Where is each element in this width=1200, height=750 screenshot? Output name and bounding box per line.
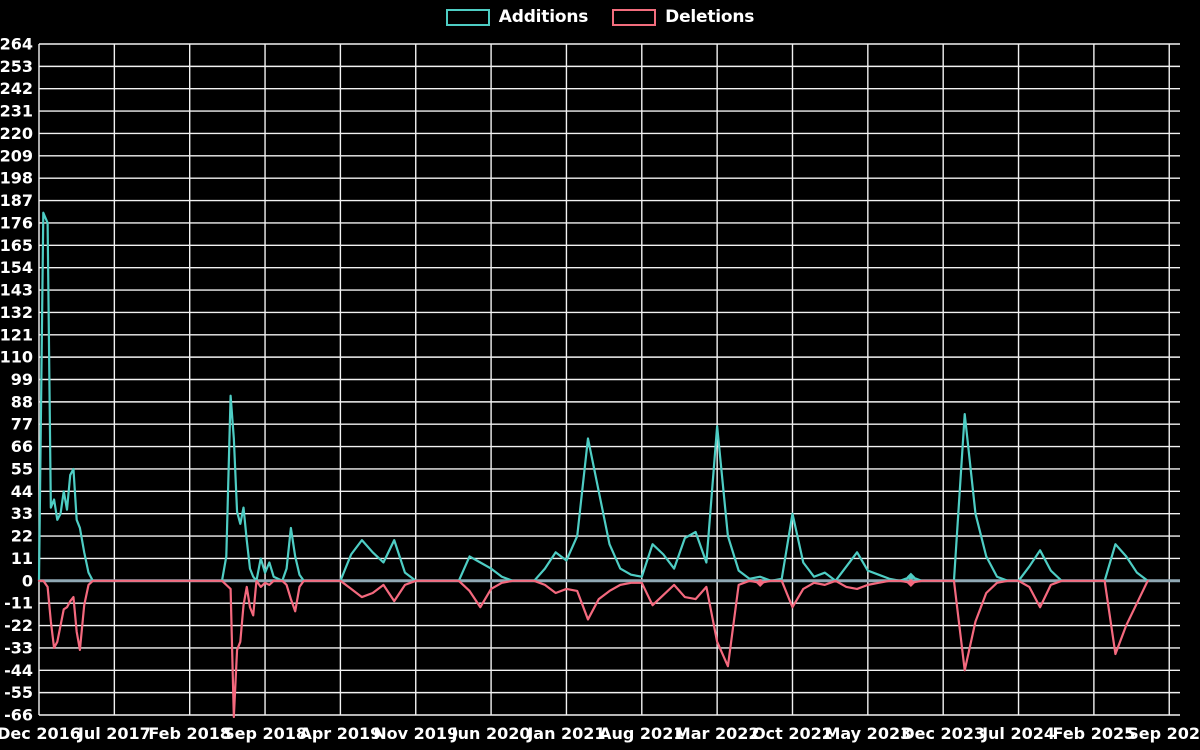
y-axis-tick-label: 55 [11, 459, 33, 478]
y-axis-tick-label: 165 [0, 236, 33, 255]
y-axis-tick-label: 220 [0, 124, 33, 143]
y-axis-tick-label: 132 [0, 303, 33, 322]
x-axis-tick-label: Apr 2019 [299, 724, 381, 743]
data-point-marker [756, 578, 765, 587]
y-axis-tick-label: 110 [0, 348, 33, 367]
y-axis-tick-label: 143 [0, 281, 33, 300]
x-axis-tick-label: Aug 2021 [599, 724, 684, 743]
y-axis-tick-label: 66 [11, 437, 33, 456]
y-axis-tick-label: 176 [0, 213, 33, 232]
y-axis-tick-label: 99 [11, 370, 33, 389]
y-axis-tick-label: 209 [0, 146, 33, 165]
x-axis-tick-label: Mar 2022 [675, 724, 760, 743]
x-axis-tick-label: Nov 2019 [373, 724, 458, 743]
x-axis-tick-label: Dec 2016 [0, 724, 81, 743]
x-axis-tick-label: Sep 2018 [223, 724, 307, 743]
y-axis-tick-label: 187 [0, 191, 33, 210]
y-axis-tick-label: 0 [22, 571, 33, 590]
x-axis-tick-label: Jul 2024 [981, 724, 1055, 743]
y-axis-tick-label: 22 [11, 527, 33, 546]
data-point-marker [906, 578, 916, 587]
y-axis-tick-label: 33 [11, 504, 33, 523]
y-axis-tick-label: 198 [0, 169, 33, 188]
series-line-deletions [37, 579, 1149, 719]
x-axis-tick-label: Jul 2017 [77, 724, 151, 743]
x-axis-tick-label: Jan 2021 [526, 724, 605, 743]
data-series-group [37, 211, 1149, 719]
y-axis-tick-label: 77 [11, 415, 33, 434]
x-axis-tick-label: Oct 2022 [752, 724, 833, 743]
y-axis-tick-label: -22 [4, 616, 33, 635]
y-axis-tick-label: 154 [0, 258, 33, 277]
x-axis-tick-label: Feb 2018 [148, 724, 231, 743]
x-axis-tick-label: Dec 2023 [901, 724, 985, 743]
x-axis-tick-label: Feb 2025 [1053, 724, 1136, 743]
x-axis-tick-label: May 2023 [824, 724, 911, 743]
y-axis-tick-label: 11 [11, 549, 33, 568]
gridlines [38, 43, 1180, 716]
y-axis-tick-labels: 2642532422312202091981871761651541431321… [0, 35, 33, 725]
y-axis-tick-label: 242 [0, 79, 33, 98]
y-axis-tick-label: 44 [11, 482, 33, 501]
y-axis-tick-label: -55 [4, 683, 33, 702]
y-axis-tick-label: 121 [0, 325, 33, 344]
y-axis-tick-label: -11 [4, 594, 33, 613]
y-axis-tick-label: -33 [4, 638, 33, 657]
y-axis-tick-label: -66 [4, 706, 33, 725]
y-axis-tick-label: 253 [0, 57, 33, 76]
y-axis-tick-label: -44 [4, 661, 33, 680]
x-axis-tick-label: Sep 2025 [1127, 724, 1200, 743]
y-axis-tick-label: 231 [0, 102, 33, 121]
y-axis-tick-label: 88 [11, 392, 33, 411]
y-axis-tick-label: 264 [0, 35, 33, 54]
x-axis-tick-label: Jun 2020 [451, 724, 531, 743]
